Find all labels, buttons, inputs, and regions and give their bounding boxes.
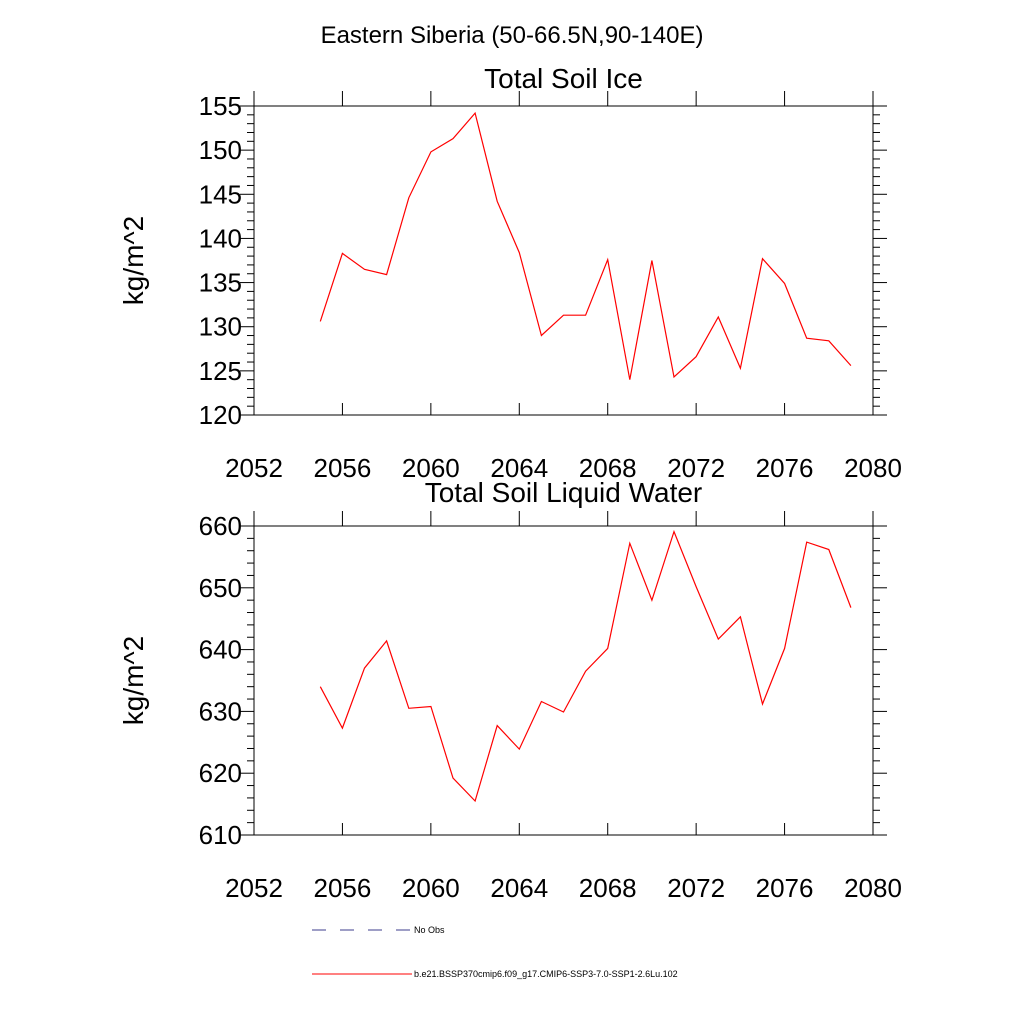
x-tick-label: 2072	[667, 873, 725, 903]
x-tick-label: 2080	[844, 873, 902, 903]
legend-label-model-run: b.e21.BSSP370cmip6.f09_g17.CMIP6-SSP3-7.…	[414, 969, 678, 979]
legend: No Obs b.e21.BSSP370cmip6.f09_g17.CMIP6-…	[312, 925, 678, 979]
figure-title: Eastern Siberia (50-66.5N,90-140E)	[321, 22, 704, 49]
y-tick-label: 135	[199, 268, 242, 298]
y-tick-label: 155	[199, 91, 242, 121]
y-axis-label: kg/m^2	[118, 216, 149, 305]
series-line	[319, 111, 852, 380]
x-tick-label: 2068	[579, 873, 637, 903]
y-tick-label: 140	[199, 223, 242, 253]
x-tick-label: 2060	[402, 453, 460, 483]
y-tick-label: 630	[199, 696, 242, 726]
panel-title: Total Soil Liquid Water	[425, 477, 703, 508]
x-tick-label: 2064	[490, 873, 548, 903]
y-tick-label: 120	[199, 400, 242, 430]
panel-total-soil-ice: Total Soil Ice 2052 2056 2060 2064 2068 2072 20…	[118, 63, 902, 483]
y-tick-label: 130	[199, 312, 242, 342]
x-tick-label: 2076	[756, 453, 814, 483]
y-tick-label: 640	[199, 635, 242, 665]
plot-frame	[253, 105, 874, 416]
plot-frame	[253, 525, 874, 836]
x-tick-label: 2052	[225, 873, 283, 903]
y-tick-label: 610	[199, 820, 242, 850]
x-tick-label: 2060	[402, 873, 460, 903]
y-tick-label: 145	[199, 179, 242, 209]
x-tick-label: 2056	[314, 873, 372, 903]
legend-label-no-obs: No Obs	[414, 925, 445, 935]
y-tick-label: 125	[199, 356, 242, 386]
x-tick-label: 2052	[225, 453, 283, 483]
y-tick-label: 150	[199, 135, 242, 165]
x-tick-label: 2068	[579, 453, 637, 483]
panel-title: Total Soil Ice	[484, 63, 643, 94]
x-tick-label: 2080	[844, 453, 902, 483]
y-axis-label: kg/m^2	[118, 636, 149, 725]
y-tick-label: 650	[199, 573, 242, 603]
x-tick-label: 2056	[314, 453, 372, 483]
x-tick-label: 2072	[667, 453, 725, 483]
series-line	[319, 529, 852, 803]
panel-total-soil-liquid-water: Total Soil Liquid Water 2052 2056 2060 2064 2…	[118, 477, 902, 903]
x-tick-label: 2076	[756, 873, 814, 903]
y-tick-label: 620	[199, 758, 242, 788]
x-tick-label: 2064	[490, 453, 548, 483]
y-tick-label: 660	[199, 511, 242, 541]
